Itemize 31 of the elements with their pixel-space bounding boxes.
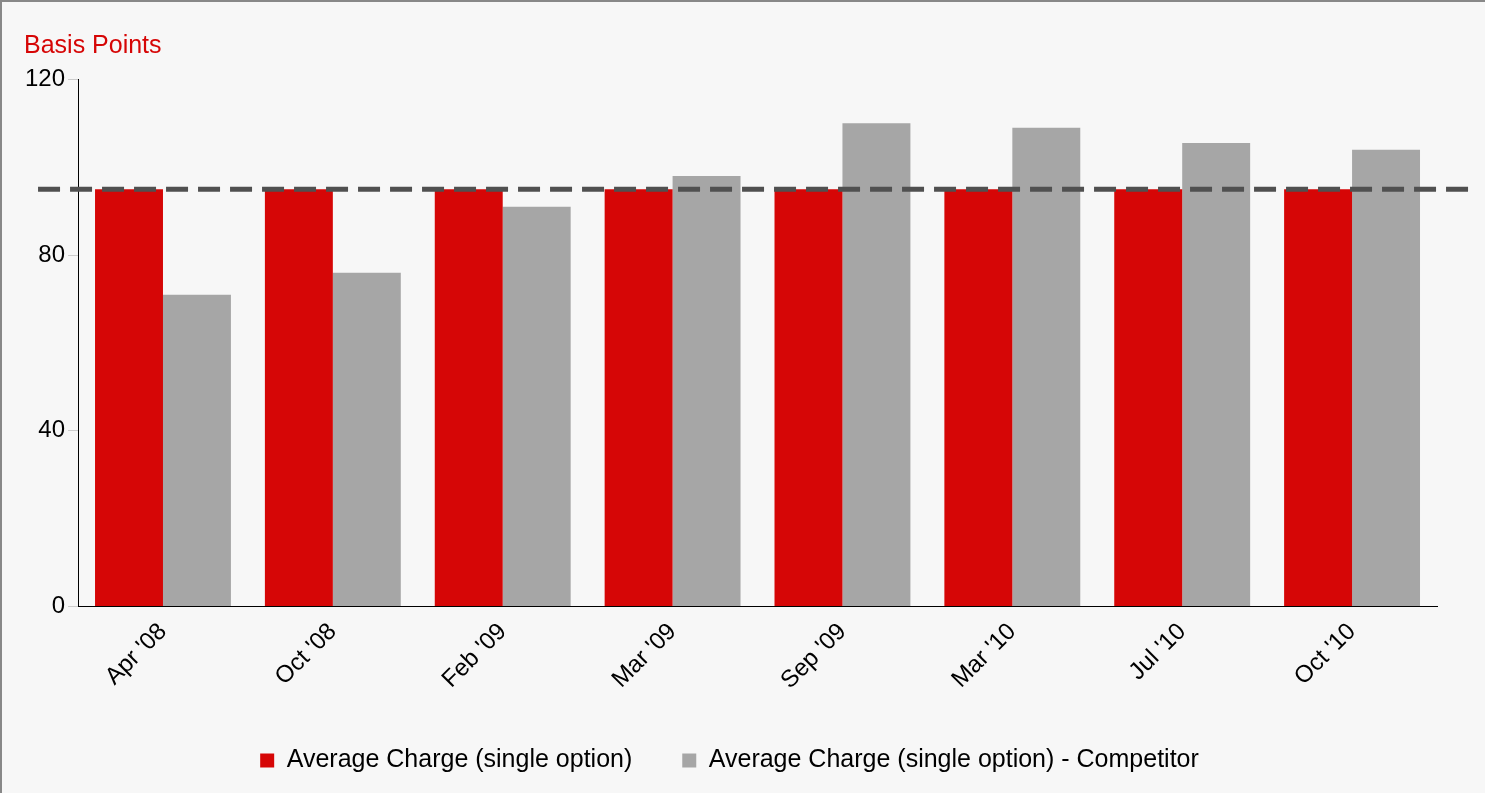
x-tick-label: Sep '09	[774, 616, 851, 694]
bar	[604, 189, 673, 607]
x-tick-label: Mar '09	[605, 616, 681, 693]
bar	[502, 206, 571, 607]
x-tick-label: Oct '08	[268, 616, 342, 690]
y-tick-label: 80	[38, 239, 66, 267]
bar	[332, 272, 401, 607]
bar	[1012, 127, 1081, 607]
bar	[434, 189, 503, 607]
x-tick-label: Apr '08	[98, 616, 172, 690]
bar	[264, 189, 333, 607]
x-tick-label: Oct '10	[1287, 616, 1361, 690]
y-axis-title: Basis Points	[24, 30, 162, 59]
bar	[162, 294, 231, 607]
x-tick-label: Feb '09	[435, 616, 511, 693]
legend-label: Average Charge (single option) - Competitor	[708, 744, 1199, 773]
x-tick-label: Mar '10	[945, 616, 1021, 693]
y-tick-label: 120	[25, 64, 66, 92]
bar	[672, 176, 741, 607]
y-tick-label: 40	[38, 415, 66, 443]
bar	[95, 189, 163, 607]
bar	[1182, 143, 1251, 607]
legend-label: Average Charge (single option)	[286, 744, 633, 773]
bar	[944, 189, 1013, 607]
bar	[1284, 189, 1353, 607]
y-tick-label: 0	[51, 591, 66, 619]
bar	[1114, 189, 1183, 607]
bar	[774, 189, 843, 607]
bar	[1352, 149, 1421, 607]
bar	[842, 123, 911, 607]
x-tick-label: Jul '10	[1122, 616, 1191, 685]
